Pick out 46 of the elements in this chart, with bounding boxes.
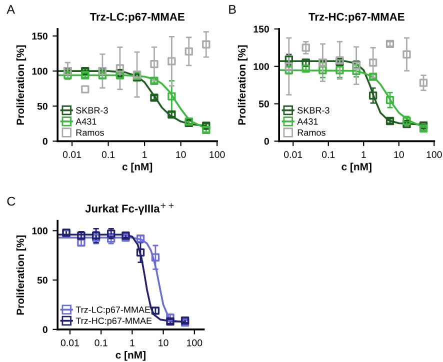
legend-label: A431 xyxy=(297,118,318,125)
x-axis-title: c [nM] xyxy=(116,350,146,361)
x-tick-label: 10 xyxy=(176,151,186,158)
y-tick-label: 100 xyxy=(254,63,269,70)
chart-title: Jurkat Fc-γIIIa$^{++}$ xyxy=(85,203,174,215)
x-tick-label: 100 xyxy=(210,151,225,158)
text: A xyxy=(6,5,15,14)
x-tick-label: 100 xyxy=(187,339,202,346)
x-tick-label: 0.1 xyxy=(102,151,115,158)
x-tick-label: 1 xyxy=(130,340,134,346)
y-tick-label: 50 xyxy=(37,276,48,284)
y-tick-label: 50 xyxy=(258,100,269,108)
y-axis-title: Proliferation [%] xyxy=(16,235,26,315)
text: B xyxy=(229,5,236,14)
y-tick-label: 0 xyxy=(42,326,48,334)
y-tick-label: 50 xyxy=(37,102,48,110)
x-tick-label: 0.1 xyxy=(322,151,335,158)
y-tick-label: 0 xyxy=(264,138,269,145)
y-tick-label: 0 xyxy=(42,138,48,145)
x-axis-title: c [nM] xyxy=(342,162,372,172)
x-tick-label: 1 xyxy=(362,151,366,158)
x-axis-title: c [nM] xyxy=(122,162,152,172)
legend-label: Trz-LC:p67-MMAE xyxy=(76,306,150,315)
y-tick-label: 150 xyxy=(254,26,269,33)
y-tick-label: 150 xyxy=(32,32,48,40)
legend-label: SKBR-3 xyxy=(76,107,108,114)
legend-label: Trz-HC:p67-MMAE xyxy=(76,318,152,326)
text: C xyxy=(7,196,16,206)
y-tick-label: 100 xyxy=(32,68,48,75)
legend-label: Ramos xyxy=(76,129,104,136)
x-tick-label: 1 xyxy=(142,151,147,158)
x-tick-label: 10 xyxy=(394,151,404,158)
legend-label: SKBR-3 xyxy=(298,107,330,114)
x-tick-label: 0.01 xyxy=(284,151,302,158)
x-tick-label: 0.01 xyxy=(60,339,79,346)
y-axis-title: Proliferation [%] xyxy=(238,45,248,125)
x-tick-label: 10 xyxy=(158,339,168,346)
y-axis-title: Proliferation [%] xyxy=(16,45,26,125)
chart-title: Trz-HC:p67-MMAE xyxy=(308,12,404,23)
x-tick-label: 100 xyxy=(426,151,442,158)
legend-label: A431 xyxy=(76,118,96,125)
x-tick-label: 0.1 xyxy=(94,339,108,346)
legend-label: Ramos xyxy=(298,129,326,136)
chart-title: Trz-LC:p67-MMAE xyxy=(90,12,184,23)
x-tick-label: 0.01 xyxy=(62,151,82,158)
y-tick-label: 100 xyxy=(32,227,48,234)
